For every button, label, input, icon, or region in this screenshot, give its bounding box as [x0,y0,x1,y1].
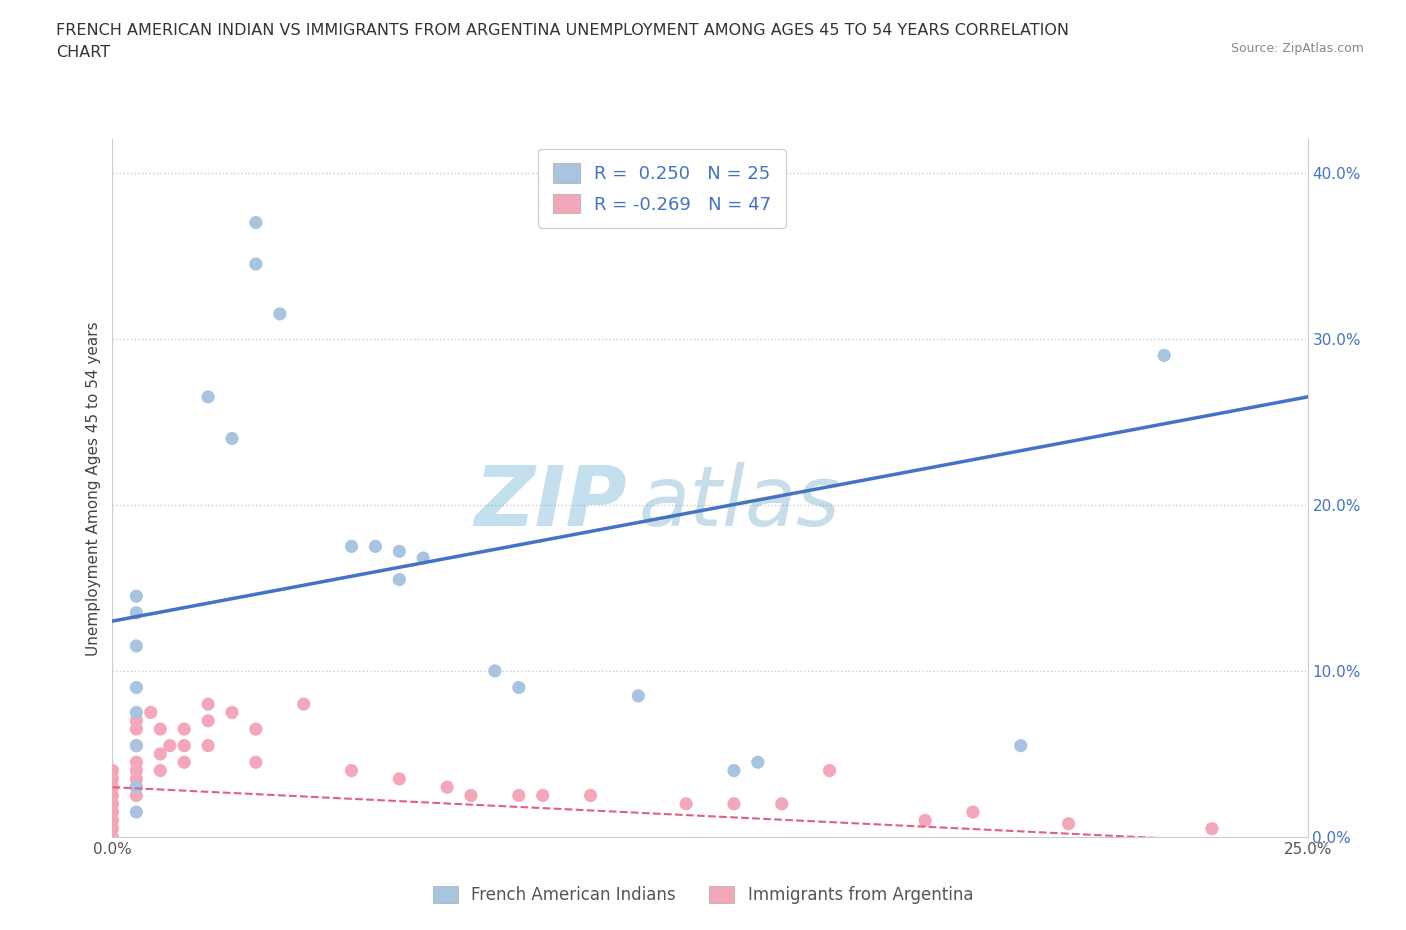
Point [173,755,195,770]
Point [197,713,219,728]
Point [292,697,315,711]
Legend: R =  0.250   N = 25, R = -0.269   N = 47: R = 0.250 N = 25, R = -0.269 N = 47 [538,149,786,228]
Point [364,539,387,554]
Point [388,572,411,587]
Legend: French American Indians, Immigrants from Argentina: French American Indians, Immigrants from… [419,872,987,917]
Point [340,539,363,554]
Point [125,772,148,787]
Point [245,257,267,272]
Point [173,722,195,737]
Text: FRENCH AMERICAN INDIAN VS IMMIGRANTS FROM ARGENTINA UNEMPLOYMENT AMONG AGES 45 T: FRENCH AMERICAN INDIAN VS IMMIGRANTS FRO… [56,23,1069,60]
Point [101,796,124,811]
Point [245,722,267,737]
Point [101,772,124,787]
Point [125,788,148,803]
Point [101,764,124,778]
Point [149,722,172,737]
Point [723,796,745,811]
Y-axis label: Unemployment Among Ages 45 to 54 years: Unemployment Among Ages 45 to 54 years [86,321,101,656]
Point [125,705,148,720]
Point [269,307,291,322]
Point [627,688,650,703]
Point [125,738,148,753]
Text: ZIP: ZIP [474,461,626,543]
Point [508,680,530,695]
Point [484,663,506,678]
Point [460,788,482,803]
Point [197,697,219,711]
Point [125,639,148,654]
Point [125,738,148,753]
Point [914,813,936,828]
Point [197,390,219,405]
Point [149,747,172,762]
Point [1153,348,1175,363]
Point [125,722,148,737]
Point [723,764,745,778]
Point [125,589,148,604]
Point [531,788,554,803]
Point [1201,821,1223,836]
Point [436,779,458,794]
Point [139,705,162,720]
Point [340,764,363,778]
Point [245,215,267,230]
Point [125,764,148,778]
Point [221,431,243,445]
Point [101,830,124,844]
Point [818,764,841,778]
Point [125,713,148,728]
Point [125,680,148,695]
Point [125,779,148,794]
Text: atlas: atlas [638,461,839,543]
Point [101,779,124,794]
Point [388,772,411,787]
Point [101,804,124,819]
Point [125,605,148,620]
Point [508,788,530,803]
Point [125,779,148,794]
Point [245,755,267,770]
Point [101,821,124,836]
Point [675,796,697,811]
Point [125,755,148,770]
Point [1010,738,1032,753]
Point [101,788,124,803]
Point [221,705,243,720]
Point [770,796,793,811]
Point [125,804,148,819]
Point [149,764,172,778]
Point [197,738,219,753]
Point [747,755,769,770]
Point [173,738,195,753]
Point [412,551,434,565]
Point [101,813,124,828]
Text: Source: ZipAtlas.com: Source: ZipAtlas.com [1230,42,1364,55]
Point [1057,817,1080,831]
Point [579,788,602,803]
Point [388,544,411,559]
Point [962,804,984,819]
Point [159,738,181,753]
